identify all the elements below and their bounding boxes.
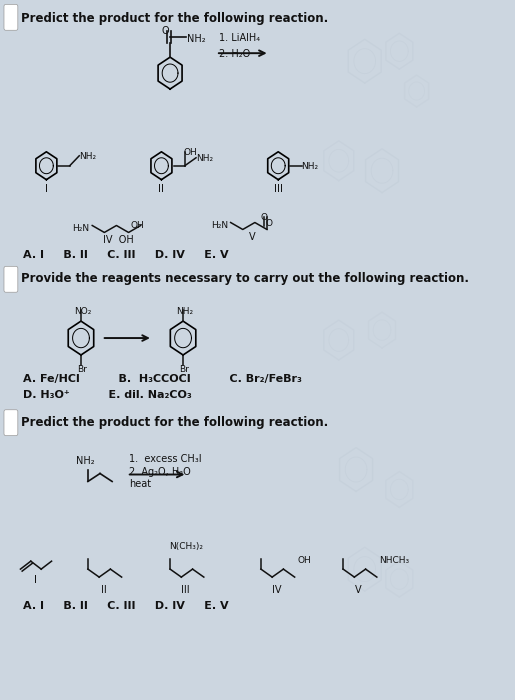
Text: NH₂: NH₂ [302,162,319,171]
FancyBboxPatch shape [4,410,18,435]
FancyBboxPatch shape [4,4,18,30]
Text: II: II [100,585,106,595]
Text: OH: OH [183,148,197,157]
Text: OH: OH [130,221,144,230]
Text: 1. LiAlH₄: 1. LiAlH₄ [219,33,261,43]
Text: Predict the product for the following reaction.: Predict the product for the following re… [21,416,329,428]
Text: A. Fe/HCl          B.  H₃CCOCI          C. Br₂/FeBr₃: A. Fe/HCl B. H₃CCOCI C. Br₂/FeBr₃ [23,374,302,384]
Text: I: I [33,575,37,585]
Text: A. I     B. II     C. III     D. IV     E. V: A. I B. II C. III D. IV E. V [23,251,229,260]
Text: A. I     B. II     C. III     D. IV     E. V: A. I B. II C. III D. IV E. V [23,601,229,611]
Text: H₂N: H₂N [73,224,90,233]
Text: 1.  excess CH₃I: 1. excess CH₃I [129,454,202,463]
Text: NHCH₃: NHCH₃ [380,556,409,565]
Text: III: III [273,183,283,194]
Text: D. H₃O⁺          E. dil. Na₂CO₃: D. H₃O⁺ E. dil. Na₂CO₃ [23,390,192,400]
Text: heat: heat [129,480,151,489]
Text: Br: Br [179,365,188,374]
Text: O: O [162,27,169,36]
Text: 2. Ag₂O, H₂O: 2. Ag₂O, H₂O [129,466,191,477]
Text: H₂N: H₂N [211,221,228,230]
Text: NH₂: NH₂ [196,154,213,163]
Text: IV: IV [272,585,281,595]
Text: Predict the product for the following reaction.: Predict the product for the following re… [21,13,329,25]
Text: Provide the reagents necessary to carry out the following reaction.: Provide the reagents necessary to carry … [21,272,469,286]
Text: V: V [249,232,255,242]
Text: NO₂: NO₂ [74,307,92,316]
Text: NH₂: NH₂ [176,307,193,316]
Text: NH₂: NH₂ [76,456,95,466]
Text: Br: Br [77,365,87,374]
Text: O: O [265,219,272,228]
Text: O: O [260,213,267,221]
Text: III: III [181,585,190,595]
Text: N(CH₃)₂: N(CH₃)₂ [168,542,203,551]
Text: 2. H₂O: 2. H₂O [219,49,251,60]
Text: OH: OH [297,556,311,565]
Text: NH₂: NH₂ [79,152,96,161]
Text: I: I [45,183,48,194]
FancyBboxPatch shape [4,266,18,292]
Text: II: II [159,183,164,194]
Text: IV  OH: IV OH [103,235,133,246]
Text: V: V [355,585,362,595]
Text: NH₂: NH₂ [186,34,205,44]
